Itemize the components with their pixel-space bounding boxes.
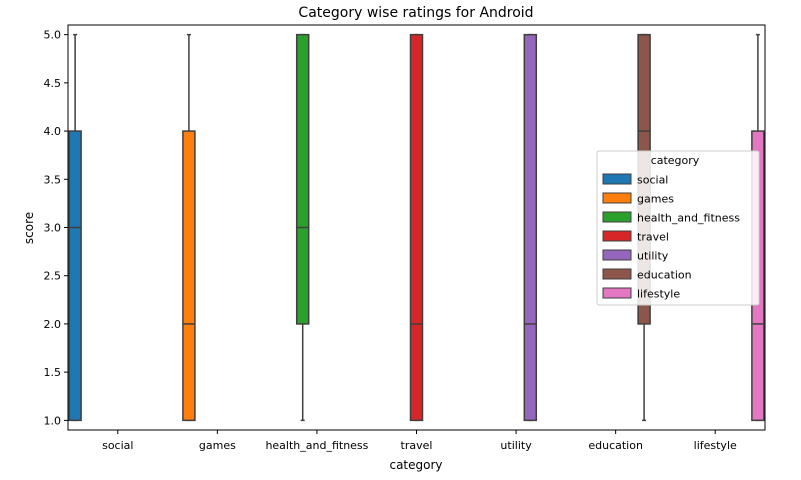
y-tick-label: 4.5 (44, 77, 62, 90)
box-utility (523, 33, 538, 422)
legend-entry-education: education (637, 269, 692, 282)
box-body (523, 33, 538, 422)
box-body (182, 130, 196, 422)
box-body (409, 33, 424, 422)
x-tick-label-utility: utility (500, 439, 532, 452)
y-tick-label: 4.0 (44, 125, 62, 138)
legend: category social games health_and_fitnesstra… (596, 150, 760, 306)
legend-swatch-health_and_fitness (602, 211, 632, 223)
box-social (68, 33, 82, 422)
box-body (295, 33, 310, 325)
legend-entry-social: social (637, 174, 668, 187)
y-tick-label: 1.5 (44, 366, 62, 379)
legend-swatch-games (602, 192, 632, 204)
y-tick-label: 3.5 (44, 173, 62, 186)
x-tick-label-education: education (588, 439, 643, 452)
box-health_and_fitness (295, 33, 310, 422)
legend-swatch-lifestyle (602, 287, 632, 299)
legend-entry-games: games (637, 193, 674, 206)
legend-swatch-utility (602, 249, 632, 261)
x-tick-label-health_and_fitness: health_and_fitness (265, 439, 368, 452)
legend-entry-travel: travel (637, 231, 669, 244)
legend-entry-utility: utility (637, 250, 669, 263)
y-tick-label: 1.0 (44, 414, 62, 427)
legend-title: category (651, 154, 700, 167)
box-travel (409, 33, 424, 422)
chart-title: Category wise ratings for Android (298, 5, 533, 21)
box-body (68, 130, 82, 422)
y-axis-label: score (22, 212, 36, 244)
x-tick-label-travel: travel (401, 439, 433, 452)
y-tick-label: 2.0 (44, 318, 62, 331)
x-axis-label: category (389, 458, 442, 472)
x-tick-label-social: social (102, 439, 133, 452)
legend-swatch-education (602, 268, 632, 280)
legend-entry-lifestyle: lifestyle (637, 288, 680, 301)
x-tick-label-games: games (199, 439, 236, 452)
x-tick-label-lifestyle: lifestyle (694, 439, 737, 452)
legend-frame (596, 150, 760, 306)
y-tick-label: 2.5 (44, 270, 62, 283)
legend-entry-health_and_fitness: health_and_fitness (637, 212, 740, 225)
legend-swatch-travel (602, 230, 632, 242)
y-tick-label: 3.0 (44, 222, 62, 235)
legend-swatch-social (602, 173, 632, 185)
y-tick-label: 5.0 (44, 29, 62, 42)
box-games (182, 33, 196, 422)
